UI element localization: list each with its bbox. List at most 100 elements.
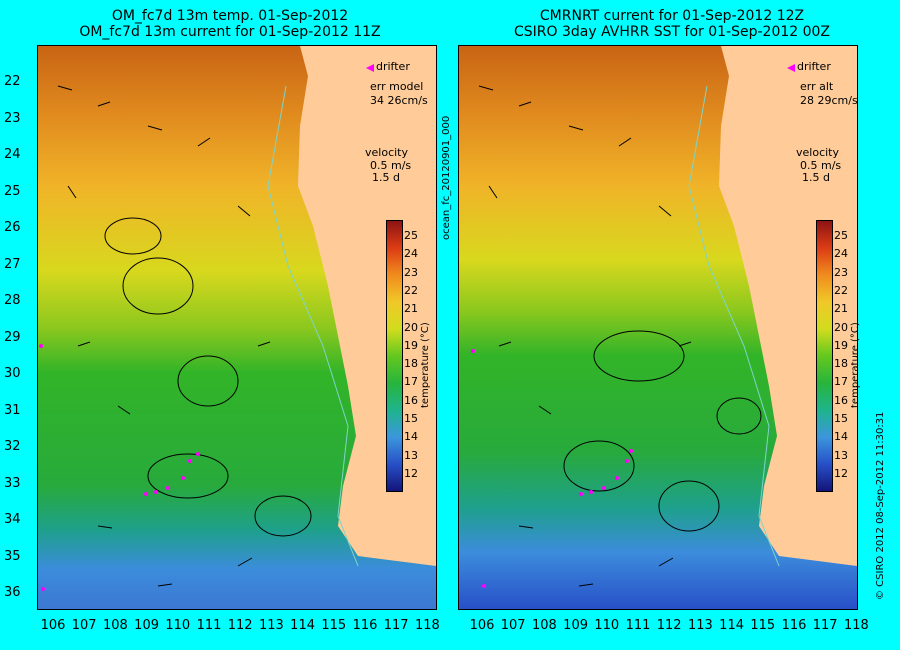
right-lon-label: 112 xyxy=(656,618,682,633)
right-lon-label: 115 xyxy=(750,618,776,633)
lat-label: 32 xyxy=(4,439,21,454)
right-title-line2: CSIRO 3day AVHRR SST for 01-Sep-2012 00Z xyxy=(513,24,831,40)
right-lon-label: 116 xyxy=(781,618,807,633)
right-drifter-label: drifter xyxy=(797,60,831,73)
left-lon-label: 106 xyxy=(40,618,66,633)
left-title-line2: OM_fc7d 13m current for 01-Sep-2012 11Z xyxy=(79,24,381,40)
lat-label: 36 xyxy=(4,585,21,600)
right-colorbar-tick: 15 xyxy=(834,412,848,425)
left-colorbar-tick: 21 xyxy=(404,302,418,316)
left-velocity-value: 0.5 m/s xyxy=(370,159,412,172)
lat-label: 34 xyxy=(4,512,21,527)
right-lon-label: 117 xyxy=(812,618,838,633)
right-map-svg xyxy=(459,46,857,609)
left-eddies xyxy=(104,217,312,537)
lat-label: 28 xyxy=(4,293,21,308)
right-velocity-value: 0.5 m/s xyxy=(800,159,842,172)
left-lon-label: 107 xyxy=(71,618,97,633)
right-colorbar-tick: 19 xyxy=(834,338,848,352)
right-velocity-label: velocity xyxy=(796,146,839,159)
left-colorbar-tick: 24 xyxy=(404,247,418,261)
left-colorbar-tick: 13 xyxy=(404,448,418,462)
right-colorbar-title: temperature (°C) xyxy=(850,322,861,408)
right-colorbar-tick: 24 xyxy=(834,247,848,261)
left-colorbar-tick: 16 xyxy=(404,393,418,407)
left-colorbar-tick: 17 xyxy=(404,375,418,389)
right-err-label: err alt xyxy=(800,80,834,93)
left-colorbar-tick: 19 xyxy=(404,338,418,352)
left-velocity-label: velocity xyxy=(365,146,408,159)
lat-label: 24 xyxy=(4,147,21,162)
left-lon-label: 118 xyxy=(414,618,440,633)
right-colorbar-tick: 21 xyxy=(834,302,848,316)
left-current-vectors xyxy=(57,85,271,587)
left-lon-label: 112 xyxy=(227,618,253,633)
left-lon-label: 116 xyxy=(352,618,378,633)
left-side-text: ocean_fc_20120901_000 xyxy=(441,115,452,240)
left-err-value: 34 26cm/s xyxy=(370,94,428,107)
left-colorbar-tick: 25 xyxy=(404,229,418,242)
right-lon-label: 107 xyxy=(500,618,526,633)
left-colorbar-tick: 22 xyxy=(404,283,418,297)
right-velocity-days: 1.5 d xyxy=(802,171,830,184)
right-colorbar-tick: 13 xyxy=(834,448,848,462)
right-lon-label: 109 xyxy=(563,618,588,633)
lat-label: 25 xyxy=(4,183,21,199)
left-colorbar-tick: 20 xyxy=(404,320,418,334)
left-err-label: err model xyxy=(370,80,424,93)
right-lon-label: 118 xyxy=(843,618,869,633)
lat-label: 30 xyxy=(4,366,21,381)
right-lon-label: 108 xyxy=(531,618,557,633)
left-colorbar xyxy=(386,220,403,492)
left-map[interactable] xyxy=(37,45,437,610)
left-isobath xyxy=(267,85,359,567)
left-lon-label: 110 xyxy=(165,618,191,633)
right-title: CMRNRT current for 01-Sep-2012 12Z CSIRO… xyxy=(462,8,882,40)
right-eddies xyxy=(563,330,762,532)
right-colorbar xyxy=(816,220,833,492)
right-lon-label: 114 xyxy=(719,618,744,633)
lat-label: 22 xyxy=(4,74,21,89)
left-colorbar-tick: 23 xyxy=(404,265,418,279)
right-colorbar-tick: 23 xyxy=(834,265,848,279)
left-lon-label: 114 xyxy=(290,618,315,633)
lat-label: 23 xyxy=(4,110,21,126)
lat-label: 29 xyxy=(4,329,21,345)
right-lon-label: 111 xyxy=(625,618,651,633)
right-colorbar-tick: 18 xyxy=(834,357,848,371)
right-side-text: © CSIRO 2012 08-Sep-2012 11:30:31 xyxy=(875,411,886,600)
left-lon-label: 115 xyxy=(321,618,347,633)
left-title-line1: OM_fc7d 13m temp. 01-Sep-2012 xyxy=(111,8,349,24)
right-drifter-legend-icon xyxy=(787,64,795,72)
lat-label: 27 xyxy=(4,256,21,272)
left-lon-label: 108 xyxy=(102,618,128,633)
right-lon-label: 110 xyxy=(594,618,620,633)
right-lon-label: 113 xyxy=(687,618,713,633)
lat-label: 33 xyxy=(4,475,21,491)
right-colorbar-tick: 25 xyxy=(834,229,848,242)
left-title: OM_fc7d 13m temp. 01-Sep-2012 OM_fc7d 13… xyxy=(20,8,440,40)
lat-label: 35 xyxy=(4,548,21,564)
right-isobath xyxy=(688,85,780,567)
right-colorbar-tick: 20 xyxy=(834,320,848,334)
right-lon-label: 106 xyxy=(469,618,495,633)
left-drifter-label: drifter xyxy=(376,60,410,73)
left-colorbar-title: temperature (°C) xyxy=(420,322,431,408)
left-map-svg xyxy=(38,46,436,609)
right-colorbar-tick: 12 xyxy=(834,466,848,480)
right-drifter-tracks xyxy=(471,349,633,588)
left-lon-label: 109 xyxy=(134,618,159,633)
right-colorbar-tick: 16 xyxy=(834,393,848,407)
left-lon-label: 111 xyxy=(196,618,222,633)
left-colorbar-tick: 14 xyxy=(404,430,418,444)
right-colorbar-tick: 14 xyxy=(834,430,848,444)
right-colorbar-tick: 22 xyxy=(834,283,848,297)
left-velocity-days: 1.5 d xyxy=(372,171,400,184)
right-current-vectors xyxy=(478,85,692,587)
right-colorbar-tick: 17 xyxy=(834,375,848,389)
left-colorbar-tick: 12 xyxy=(404,466,418,480)
left-lon-label: 113 xyxy=(258,618,284,633)
left-colorbar-tick: 15 xyxy=(404,412,418,425)
right-err-value: 28 29cm/s xyxy=(800,94,858,107)
right-map[interactable] xyxy=(458,45,858,610)
